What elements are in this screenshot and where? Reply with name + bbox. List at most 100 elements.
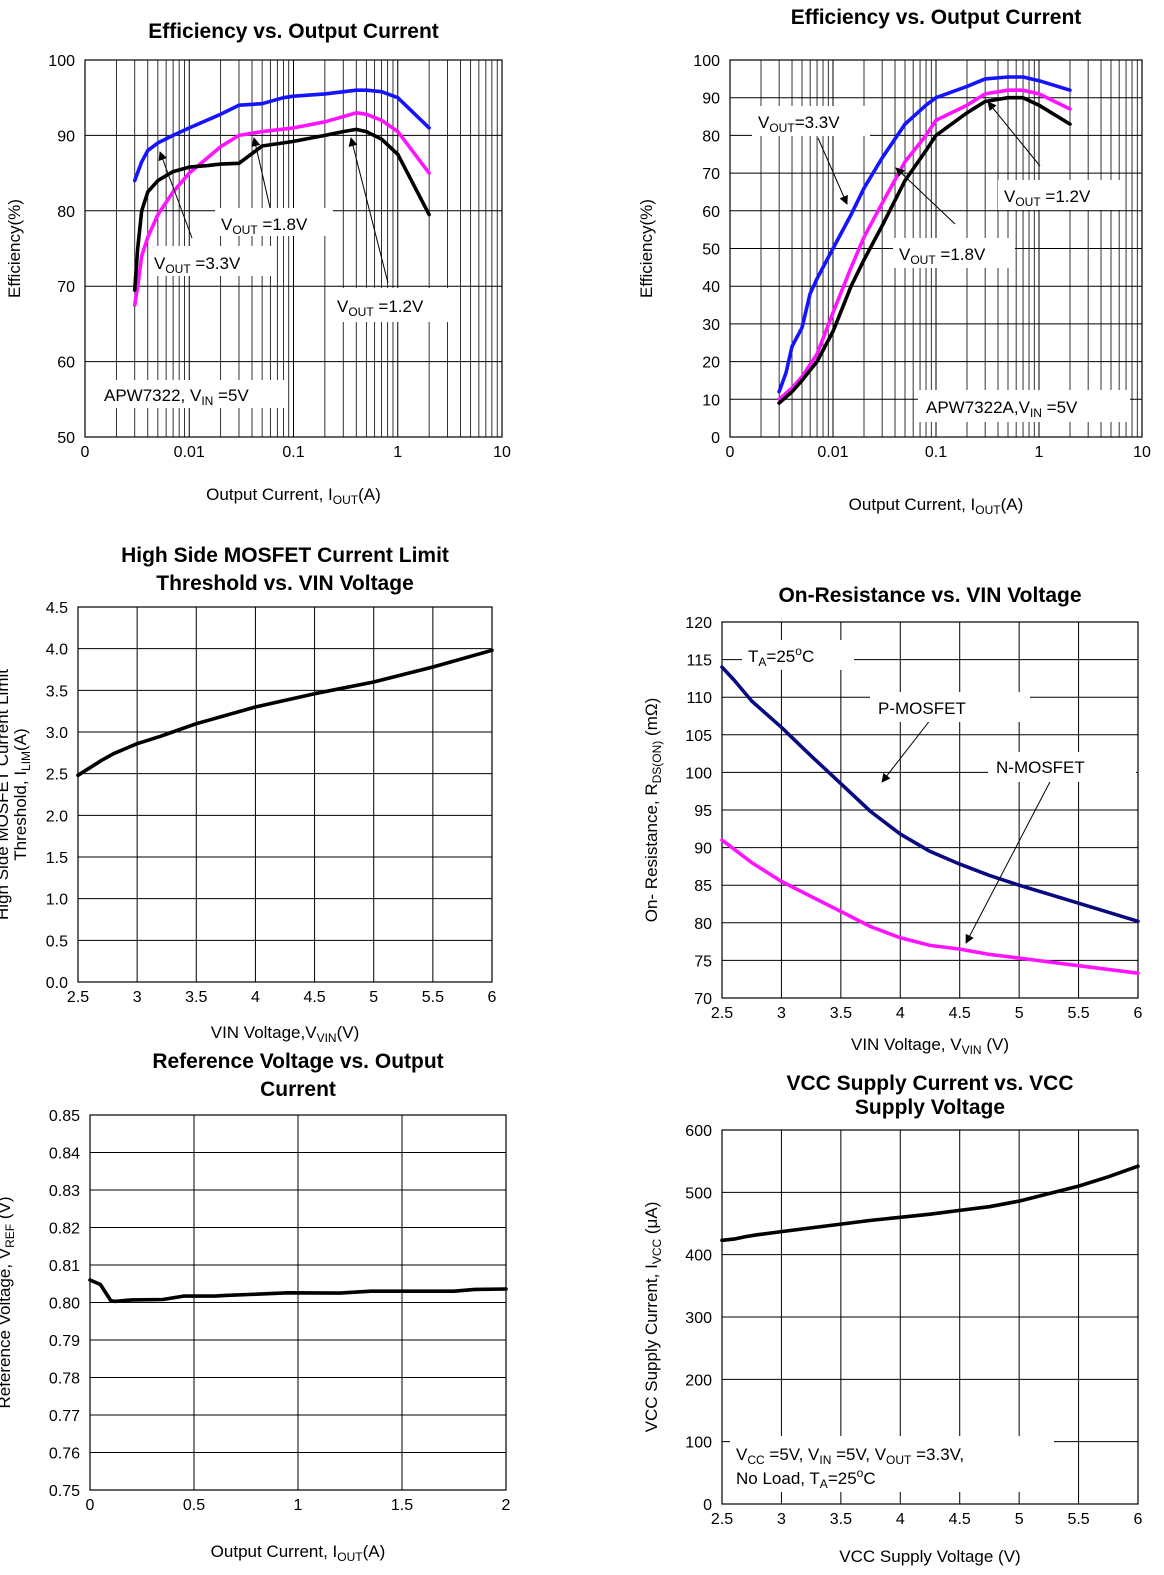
annotation-box	[893, 238, 1015, 268]
chart-title: VCC Supply Current vs. VCC	[786, 1072, 1073, 1095]
y-tick-label: 30	[702, 317, 720, 334]
y-tick-label: 80	[702, 128, 720, 145]
x-tick-label: 5	[1015, 1005, 1024, 1022]
annotation-vout-1-2v: VOUT =1.2V	[1004, 187, 1091, 209]
series-line-vout-1-8v	[777, 88, 1072, 402]
annotation-arrow	[895, 167, 956, 225]
x-tick-label: 3.5	[185, 989, 207, 1006]
x-tick-label: 3	[133, 989, 142, 1006]
y-tick-label: 70	[694, 991, 712, 1008]
x-tick-label: 2.5	[67, 989, 89, 1006]
y-tick-label: 3.0	[46, 725, 68, 742]
series-line-0	[76, 648, 494, 778]
grid	[89, 1114, 507, 1491]
y-tick-label: 100	[685, 1435, 712, 1452]
x-tick-label: 0.01	[817, 444, 848, 461]
y-tick-label: 0.5	[46, 933, 68, 950]
y-tick-label: 2.0	[46, 808, 68, 825]
y-tick-label: 60	[702, 204, 720, 221]
annotation-box	[870, 692, 1030, 722]
x-tick-label: 0.1	[282, 444, 304, 461]
y-tick-label: 0.84	[49, 1146, 80, 1163]
annotation-vout-3-3v: VOUT =3.3V	[154, 254, 241, 276]
annotation-box	[988, 752, 1136, 782]
y-tick-label: 0.76	[49, 1446, 80, 1463]
annotation-arrow	[158, 151, 193, 239]
x-tick-label: 4.5	[949, 1005, 971, 1022]
y-tick-label: 0.82	[49, 1221, 80, 1238]
y-axis-label: Efficiency(%)	[5, 199, 24, 298]
y-tick-label: 4.0	[46, 642, 68, 659]
x-tick-label: 1.5	[391, 1497, 413, 1514]
y-tick-label: 200	[685, 1372, 712, 1389]
y-tick-label: 0.77	[49, 1408, 80, 1425]
series-line-p-mosfet	[720, 665, 1140, 924]
x-axis-label: VIN Voltage, VVIN (V)	[851, 1035, 1009, 1057]
y-tick-label: 50	[702, 242, 720, 259]
x-axis-label: Output Current, IOUT(A)	[849, 495, 1024, 517]
chart-c1: Efficiency vs. Output Current 0 0.01 0.1 1 10…	[5, 20, 511, 507]
chart-title: On-Resistance vs. VIN Voltage	[778, 584, 1081, 607]
x-tick-label: 4	[896, 1511, 905, 1528]
grid	[721, 621, 1139, 999]
y-tick-label: 0	[711, 430, 720, 447]
x-tick-label: 5.5	[1067, 1005, 1089, 1022]
y-tick-label: 105	[685, 728, 712, 745]
annotation-conditions-line2: No Load, TA=25oC	[736, 1466, 876, 1491]
y-tick-label: 3.5	[46, 683, 68, 700]
x-tick-label: 3.5	[830, 1511, 852, 1528]
annotation-box	[98, 380, 284, 408]
chart-title: Threshold vs. VIN Voltage	[156, 572, 414, 595]
chart-c5: Reference Voltage vs. Output Current 0 0.5 1…	[0, 1050, 511, 1564]
annotation-apw7322-vin: APW7322, VIN =5V	[104, 386, 249, 408]
chart-c4: On-Resistance vs. VIN Voltage 2.5 3 3.5 4 4.5…	[642, 584, 1143, 1057]
annotation-box	[730, 1436, 1054, 1492]
series-line-0	[88, 1278, 508, 1304]
y-axis-label-line2: Threshold, ILIM(A)	[11, 728, 33, 860]
y-tick-label: 600	[685, 1123, 712, 1140]
x-tick-label: 0	[726, 444, 735, 461]
annotation-vout-1-2v: VOUT =1.2V	[337, 297, 424, 319]
y-tick-label: 75	[694, 953, 712, 970]
annotation-box	[331, 288, 449, 322]
y-tick-label: 0.75	[49, 1483, 80, 1500]
y-tick-label: 20	[702, 355, 720, 372]
series-line-vout-1-8v	[132, 111, 431, 307]
y-tick-label: 2.5	[46, 767, 68, 784]
y-tick-label: 95	[694, 803, 712, 820]
y-tick-label: 1.5	[46, 850, 68, 867]
x-tick-label: 4	[896, 1005, 905, 1022]
y-axis-label: High Side MOSFET Current Limit	[0, 669, 12, 920]
y-tick-label: 70	[57, 279, 75, 296]
annotation-arrow	[817, 137, 848, 205]
x-tick-label: 1	[393, 444, 402, 461]
x-tick-label: 1	[1035, 444, 1044, 461]
y-tick-label: 50	[57, 430, 75, 447]
y-tick-label: 85	[694, 878, 712, 895]
x-tick-label: 4.5	[303, 989, 325, 1006]
x-axis-label: Output Current, IOUT(A)	[211, 1542, 386, 1564]
y-tick-label: 90	[702, 91, 720, 108]
chart-title: Efficiency vs. Output Current	[791, 6, 1082, 29]
y-tick-label: 100	[48, 53, 75, 70]
chart-title: Reference Voltage vs. Output	[152, 1050, 443, 1073]
y-tick-label: 70	[702, 166, 720, 183]
plot-frame	[721, 1129, 1139, 1505]
series-line-vout-3-3v	[132, 88, 431, 183]
annotation-arrow	[965, 777, 1053, 944]
annotation-box	[215, 208, 333, 236]
annotation-vout-1-8v: VOUT =1.8V	[899, 245, 986, 267]
x-tick-label: 4	[251, 989, 260, 1006]
annotation-p-mosfet: P-MOSFET	[878, 699, 966, 718]
y-tick-label: 0.83	[49, 1183, 80, 1200]
y-tick-label: 120	[685, 615, 712, 632]
y-tick-label: 110	[686, 690, 712, 707]
y-tick-label: 0.0	[46, 975, 68, 992]
x-tick-label: 2.5	[711, 1005, 733, 1022]
series-line-vout-3-3v	[777, 75, 1072, 394]
y-tick-label: 0.81	[49, 1258, 80, 1275]
x-tick-label: 3.5	[830, 1005, 852, 1022]
chart-c2: Efficiency vs. Output Current 0 0.01 0.1 1 10…	[637, 6, 1151, 517]
x-tick-label: 10	[493, 444, 511, 461]
